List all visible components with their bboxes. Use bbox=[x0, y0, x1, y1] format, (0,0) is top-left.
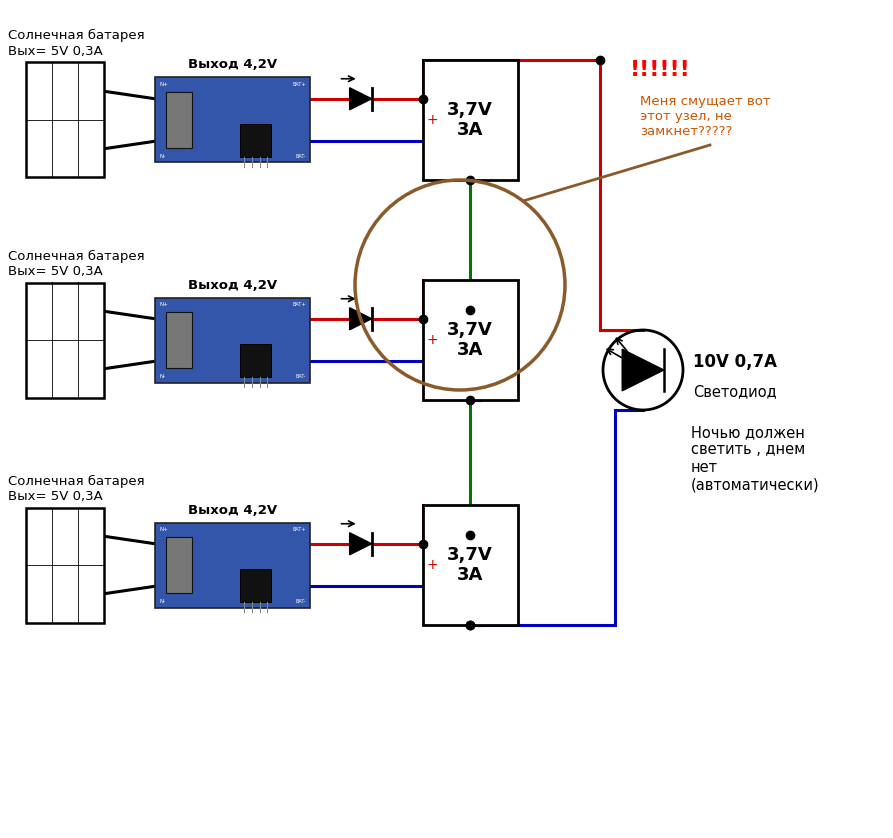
Text: BAT+: BAT+ bbox=[293, 302, 306, 307]
Bar bbox=[240, 569, 271, 602]
Text: N+: N+ bbox=[159, 81, 168, 86]
Bar bbox=[422, 280, 518, 400]
Text: Солнечная батарея
Вых= 5V 0,3А: Солнечная батарея Вых= 5V 0,3А bbox=[8, 29, 145, 58]
Bar bbox=[166, 92, 192, 147]
Bar bbox=[166, 313, 192, 368]
Text: N+: N+ bbox=[159, 526, 168, 531]
Text: Выход 4,2V: Выход 4,2V bbox=[188, 278, 277, 292]
Polygon shape bbox=[622, 349, 663, 391]
Text: +: + bbox=[427, 333, 438, 347]
Text: BAT+: BAT+ bbox=[293, 526, 306, 531]
Text: 3,7V
3А: 3,7V 3А bbox=[447, 101, 493, 139]
Text: N-: N- bbox=[159, 153, 165, 158]
Text: Ночью должен
светить , днем
нет
(автоматически): Ночью должен светить , днем нет (автомат… bbox=[691, 425, 820, 492]
Text: !!!!!!: !!!!!! bbox=[630, 60, 690, 80]
Text: Меня смущает вот
этот узел, не
замкнет?????: Меня смущает вот этот узел, не замкнет??… bbox=[640, 95, 771, 138]
Text: N-: N- bbox=[159, 374, 165, 379]
Text: 10V 0,7А: 10V 0,7А bbox=[693, 353, 777, 371]
Bar bbox=[155, 297, 310, 382]
Polygon shape bbox=[350, 88, 371, 110]
Bar bbox=[166, 537, 192, 592]
Text: BAT+: BAT+ bbox=[293, 81, 306, 86]
Bar bbox=[155, 77, 310, 163]
Text: BAT-: BAT- bbox=[296, 153, 306, 158]
Bar bbox=[155, 523, 310, 608]
Bar bbox=[26, 63, 104, 178]
Text: Светодиод: Светодиод bbox=[693, 384, 777, 399]
Polygon shape bbox=[350, 533, 371, 555]
Text: Выход 4,2V: Выход 4,2V bbox=[188, 59, 277, 71]
Text: BAT-: BAT- bbox=[296, 374, 306, 379]
Text: +: + bbox=[427, 558, 438, 572]
Polygon shape bbox=[350, 308, 371, 329]
Bar bbox=[26, 282, 104, 397]
Text: +: + bbox=[427, 113, 438, 127]
Text: Выход 4,2V: Выход 4,2V bbox=[188, 504, 277, 516]
Text: 3,7V
3А: 3,7V 3А bbox=[447, 546, 493, 584]
Text: N+: N+ bbox=[159, 302, 168, 307]
Bar bbox=[422, 60, 518, 180]
Text: Солнечная батарея
Вых= 5V 0,3А: Солнечная батарея Вых= 5V 0,3А bbox=[8, 474, 145, 503]
Text: 3,7V
3А: 3,7V 3А bbox=[447, 321, 493, 360]
Bar bbox=[240, 124, 271, 157]
Bar bbox=[240, 344, 271, 376]
Text: Солнечная батарея
Вых= 5V 0,3А: Солнечная батарея Вых= 5V 0,3А bbox=[8, 250, 145, 277]
Text: N-: N- bbox=[159, 598, 165, 603]
Text: BAT-: BAT- bbox=[296, 598, 306, 603]
Bar bbox=[422, 505, 518, 625]
Bar bbox=[26, 508, 104, 623]
